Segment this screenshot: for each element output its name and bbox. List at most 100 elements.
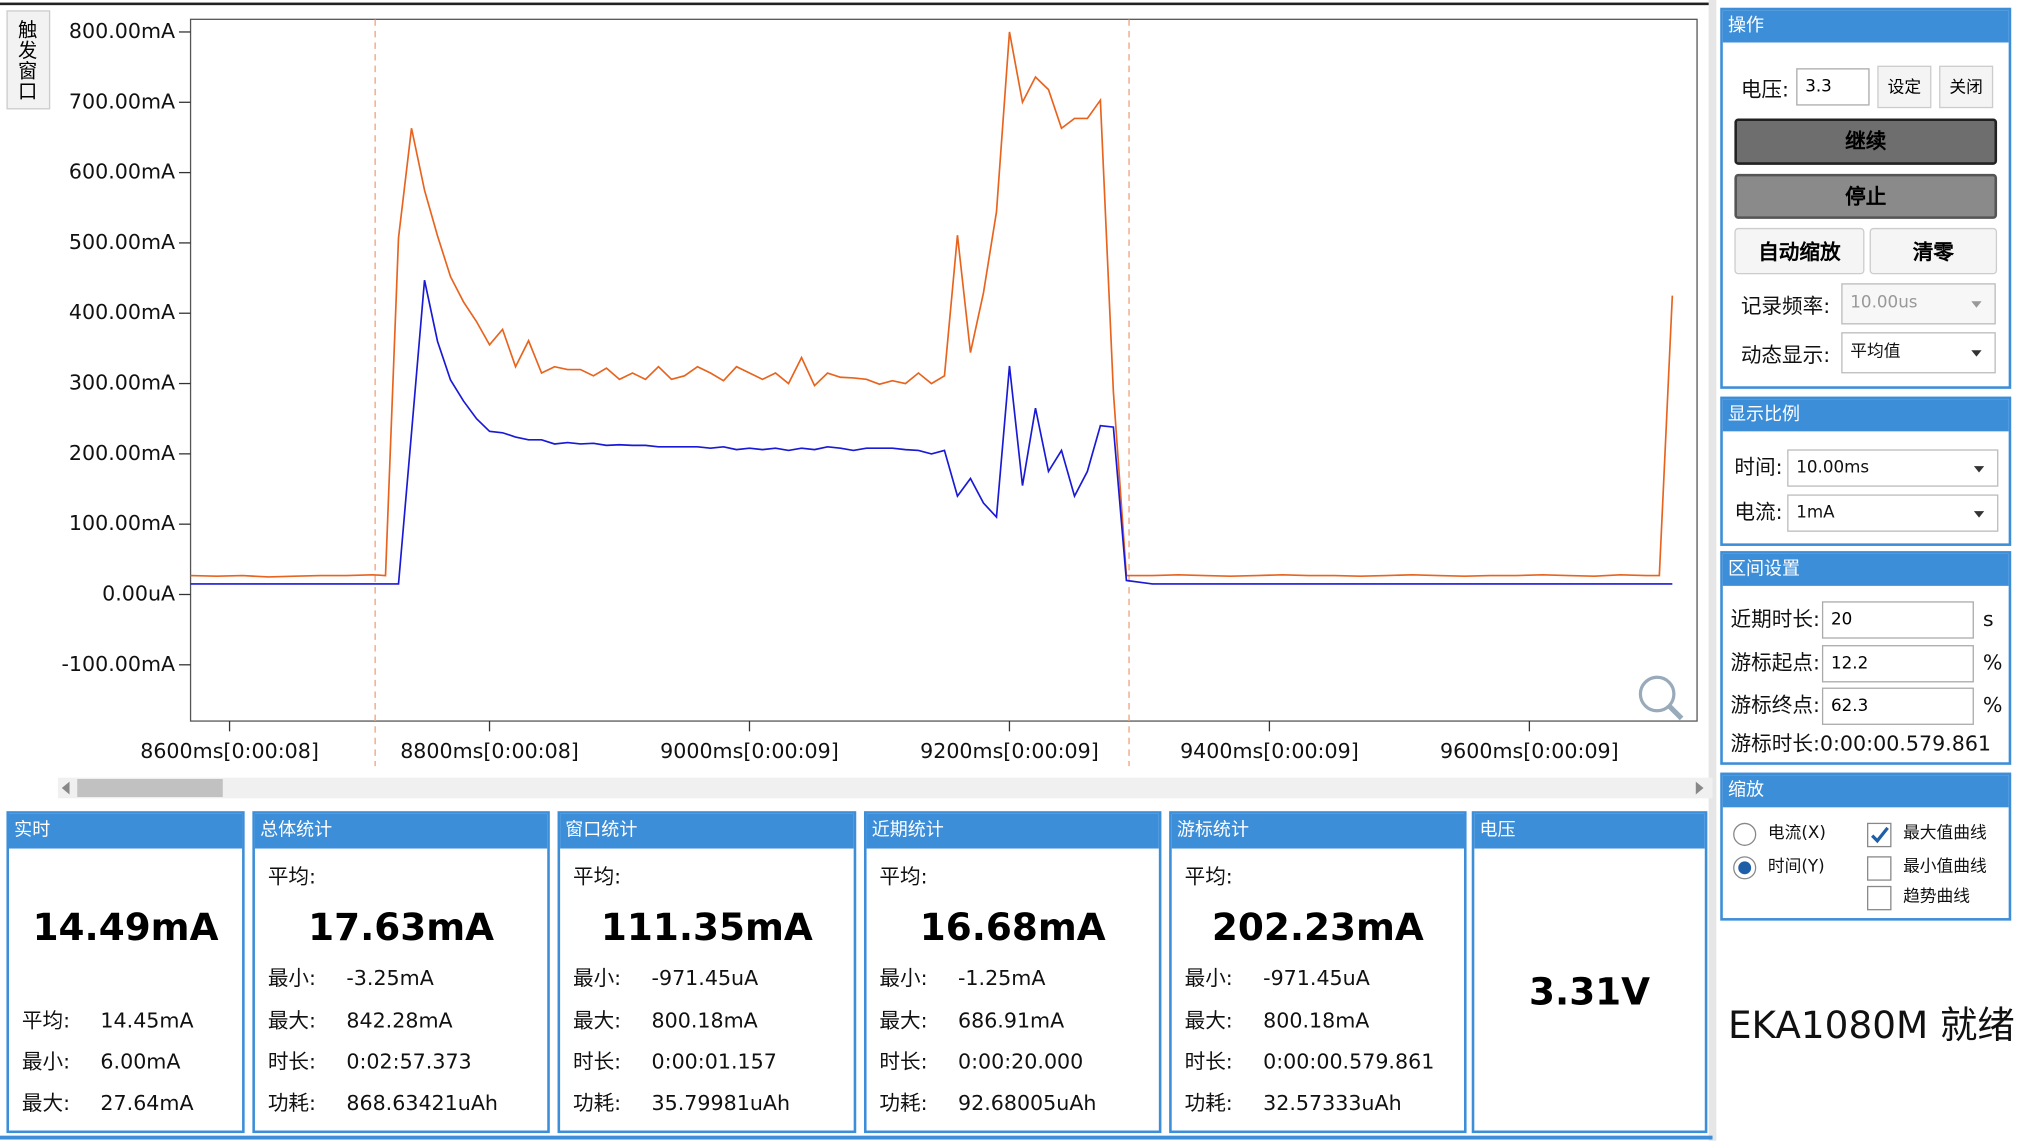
panel-header: 窗口统计 [560,813,854,849]
panel-header: 区间设置 [1722,553,2009,586]
label: 最大值曲线 [1903,824,1987,844]
main-value: 17.63mA [308,905,495,949]
label: 功耗: [879,1090,928,1116]
dropdown-value: 平均值 [1850,342,1901,362]
checkbox[interactable] [1867,822,1892,848]
panel-header: 总体统计 [254,813,548,849]
dropdown-arrow [1971,350,1982,357]
panel-header: 操作 [1722,10,2009,43]
button[interactable]: 自动缩放 [1734,227,1865,275]
label: 电流: [1734,499,1783,525]
radio[interactable] [1733,822,1757,846]
label: -1.25mA [957,965,1046,991]
dropdown[interactable]: 平均值 [1841,332,1996,374]
label: % [1982,692,2003,718]
label: % [1982,650,2003,675]
label: 27.64mA [100,1090,194,1116]
label: 35.79981uAh [651,1090,791,1116]
operation-panel: 操作 电压: 3.3 设定 关闭 继续 停止 自动缩放 清零 记录频率: 10.00us 动态显示: 平… [1720,7,2012,389]
x-tick-label: 9400ms[0:00:09] [1180,739,1359,763]
zoom-icon-handle [1666,703,1684,721]
series-line [190,31,1674,578]
label: 趋势曲线 [1903,887,1971,907]
dropdown-arrow [1973,465,1985,472]
label: 记录频率: [1740,293,1831,319]
button[interactable]: 关闭 [1939,65,1994,109]
zoom-icon[interactable] [1638,675,1676,713]
label: 功耗: [1184,1090,1233,1116]
dropdown-arrow [1971,301,1982,308]
main-value: 202.23mA [1211,905,1424,949]
label: 游标终点: [1730,692,1820,718]
label: 最小: [879,965,928,991]
zoom-panel: 缩放 电流(X) 时间(Y) 最大值曲线 最小值曲线 趋势曲线 [1720,772,2012,921]
button[interactable]: 清零 [1869,227,1998,275]
stat-panel: 游标统计 平均: 202.23mA 最小: -971.45uA 最大: 800.18mA 时长… [1169,811,1467,1134]
trigger-tab[interactable]: 触发窗口 [6,10,51,110]
main-value: 14.49mA [32,905,219,949]
label: 0:02:57.373 [346,1049,472,1074]
top-border [0,2,1713,6]
panel-header: 电压 [1474,813,1705,849]
label: 最大: [267,1008,316,1033]
label: 平均: [1184,863,1233,889]
stat-panel: 总体统计 平均: 17.63mA 最小: -3.25mA 最大: 842.28mA 时长: 0:… [252,811,550,1134]
label: 最大: [572,1008,622,1033]
label: 时长: [1184,1049,1233,1074]
main-value: 111.35mA [600,905,813,949]
voltage-panel: 电压 3.31V [1471,811,1708,1134]
checkbox[interactable] [1867,856,1892,881]
checkbox[interactable] [1867,885,1892,911]
label: 868.63421uAh [346,1090,498,1116]
label: 最大: [1184,1008,1233,1033]
scroll-right[interactable] [1695,781,1704,795]
label: 功耗: [572,1090,622,1116]
label: 最大: [879,1008,928,1033]
scale-panel: 显示比例 时间: 10.00ms 电流: 1mA [1720,396,2012,546]
panel-header: 缩放 [1722,775,2009,808]
panel-header: 游标统计 [1171,813,1465,849]
label: 时间: [1734,454,1783,479]
y-tick-label: 500.00mA [69,230,175,254]
label: 0:00:01.157 [651,1049,777,1074]
label: 时间(Y) [1767,857,1825,877]
label: 平均: [21,1008,71,1033]
x-tick-label: 9600ms[0:00:09] [1440,739,1619,763]
radio-dot [1738,861,1752,875]
main-value: 3.31V [1529,969,1651,1014]
text-input[interactable]: 3.3 [1796,68,1870,106]
button[interactable]: 继续 [1734,118,1998,165]
y-tick-label: 100.00mA [69,511,175,535]
text-input[interactable]: 12.2 [1821,645,1974,683]
scrollbar[interactable] [57,777,1713,799]
label: 动态显示: [1740,342,1831,367]
button[interactable]: 停止 [1734,173,1998,219]
plot-area [189,18,1698,722]
label: 最小: [1184,965,1233,991]
dropdown[interactable]: 1mA [1787,494,1999,532]
label: 平均: [572,863,622,889]
label: -3.25mA [346,965,434,991]
button[interactable]: 设定 [1877,65,1932,109]
label: 686.91mA [957,1008,1065,1033]
y-tick-label: 800.00mA [69,19,175,43]
label: 最小: [21,1049,71,1074]
label: 功耗: [267,1090,316,1116]
radio[interactable] [1733,856,1757,880]
y-tick-label: 0.00uA [102,581,175,605]
dropdown[interactable]: 10.00ms [1787,449,1999,487]
text-input[interactable]: 62.3 [1821,687,1974,725]
text-input[interactable]: 20 [1821,601,1974,639]
label: -971.45uA [1263,965,1370,991]
scroll-left[interactable] [61,781,70,795]
label: 最大: [21,1090,71,1116]
label: 平均: [879,863,928,889]
dropdown-value: 1mA [1796,503,1835,523]
label: 842.28mA [346,1008,453,1033]
stat-panel: 近期统计 平均: 16.68mA 最小: -1.25mA 最大: 686.91mA 时长: 0:… [863,811,1162,1134]
x-tick-label: 9000ms[0:00:09] [660,739,839,763]
scroll-thumb[interactable] [77,778,223,798]
bottom-border [0,1135,1713,1140]
dropdown[interactable]: 10.00us [1841,283,1996,325]
